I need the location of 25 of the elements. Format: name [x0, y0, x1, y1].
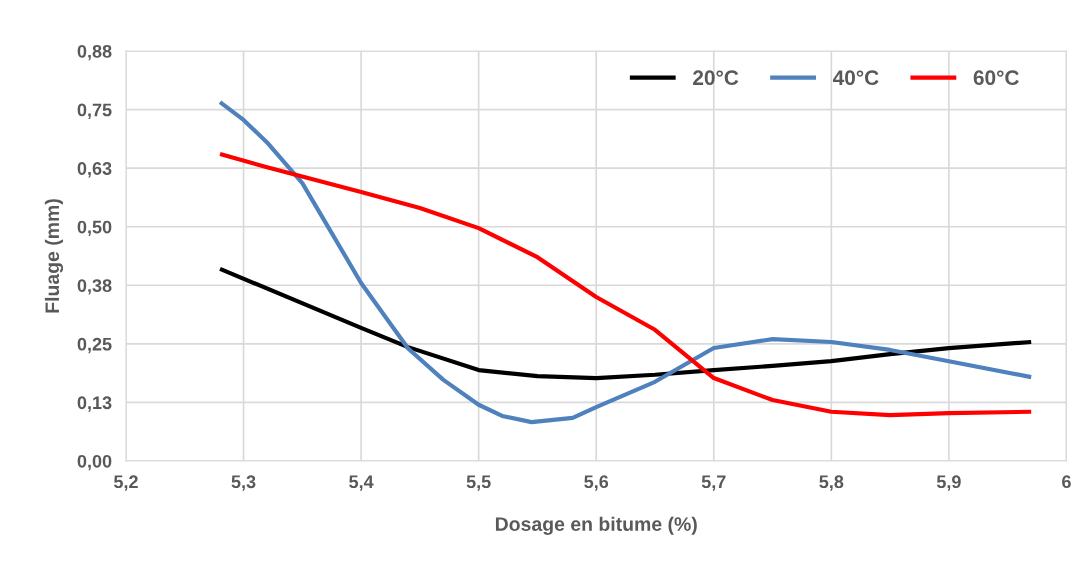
x-tick-label: 5,6: [584, 475, 609, 491]
x-tick-label: 5,9: [936, 475, 961, 491]
x-tick-label: 5,5: [466, 475, 491, 491]
y-tick-label: 0,63: [77, 162, 112, 178]
y-axis-title: Fluage (mm): [44, 199, 64, 313]
x-tick-label: 5,4: [349, 475, 374, 491]
y-tick-label: 0,50: [77, 220, 112, 237]
x-tick-label: 6: [1062, 475, 1071, 489]
y-tick-label: 0,88: [77, 44, 112, 61]
legend-label: 40°C: [832, 70, 879, 86]
x-tick-label: 5,8: [819, 475, 844, 491]
legend-label: 60°C: [973, 70, 1019, 86]
line-series: [217, 100, 1034, 425]
y-tick-label: 0,00: [77, 454, 112, 471]
x-axis-title: Dosage en bitume (%): [495, 516, 697, 535]
legend-label: 20°C: [693, 70, 739, 86]
x-tick-label: 5,2: [113, 475, 138, 491]
y-tick-label: 0,25: [77, 337, 112, 354]
y-tick-label: 0,75: [77, 103, 112, 119]
y-tick-label: 0,13: [77, 396, 112, 412]
x-tick-label: 5,7: [701, 475, 726, 491]
line-series: [217, 266, 1034, 381]
line-series: [217, 152, 1034, 418]
x-tick-label: 5,3: [231, 475, 256, 491]
y-tick-label: 0,38: [77, 279, 112, 295]
